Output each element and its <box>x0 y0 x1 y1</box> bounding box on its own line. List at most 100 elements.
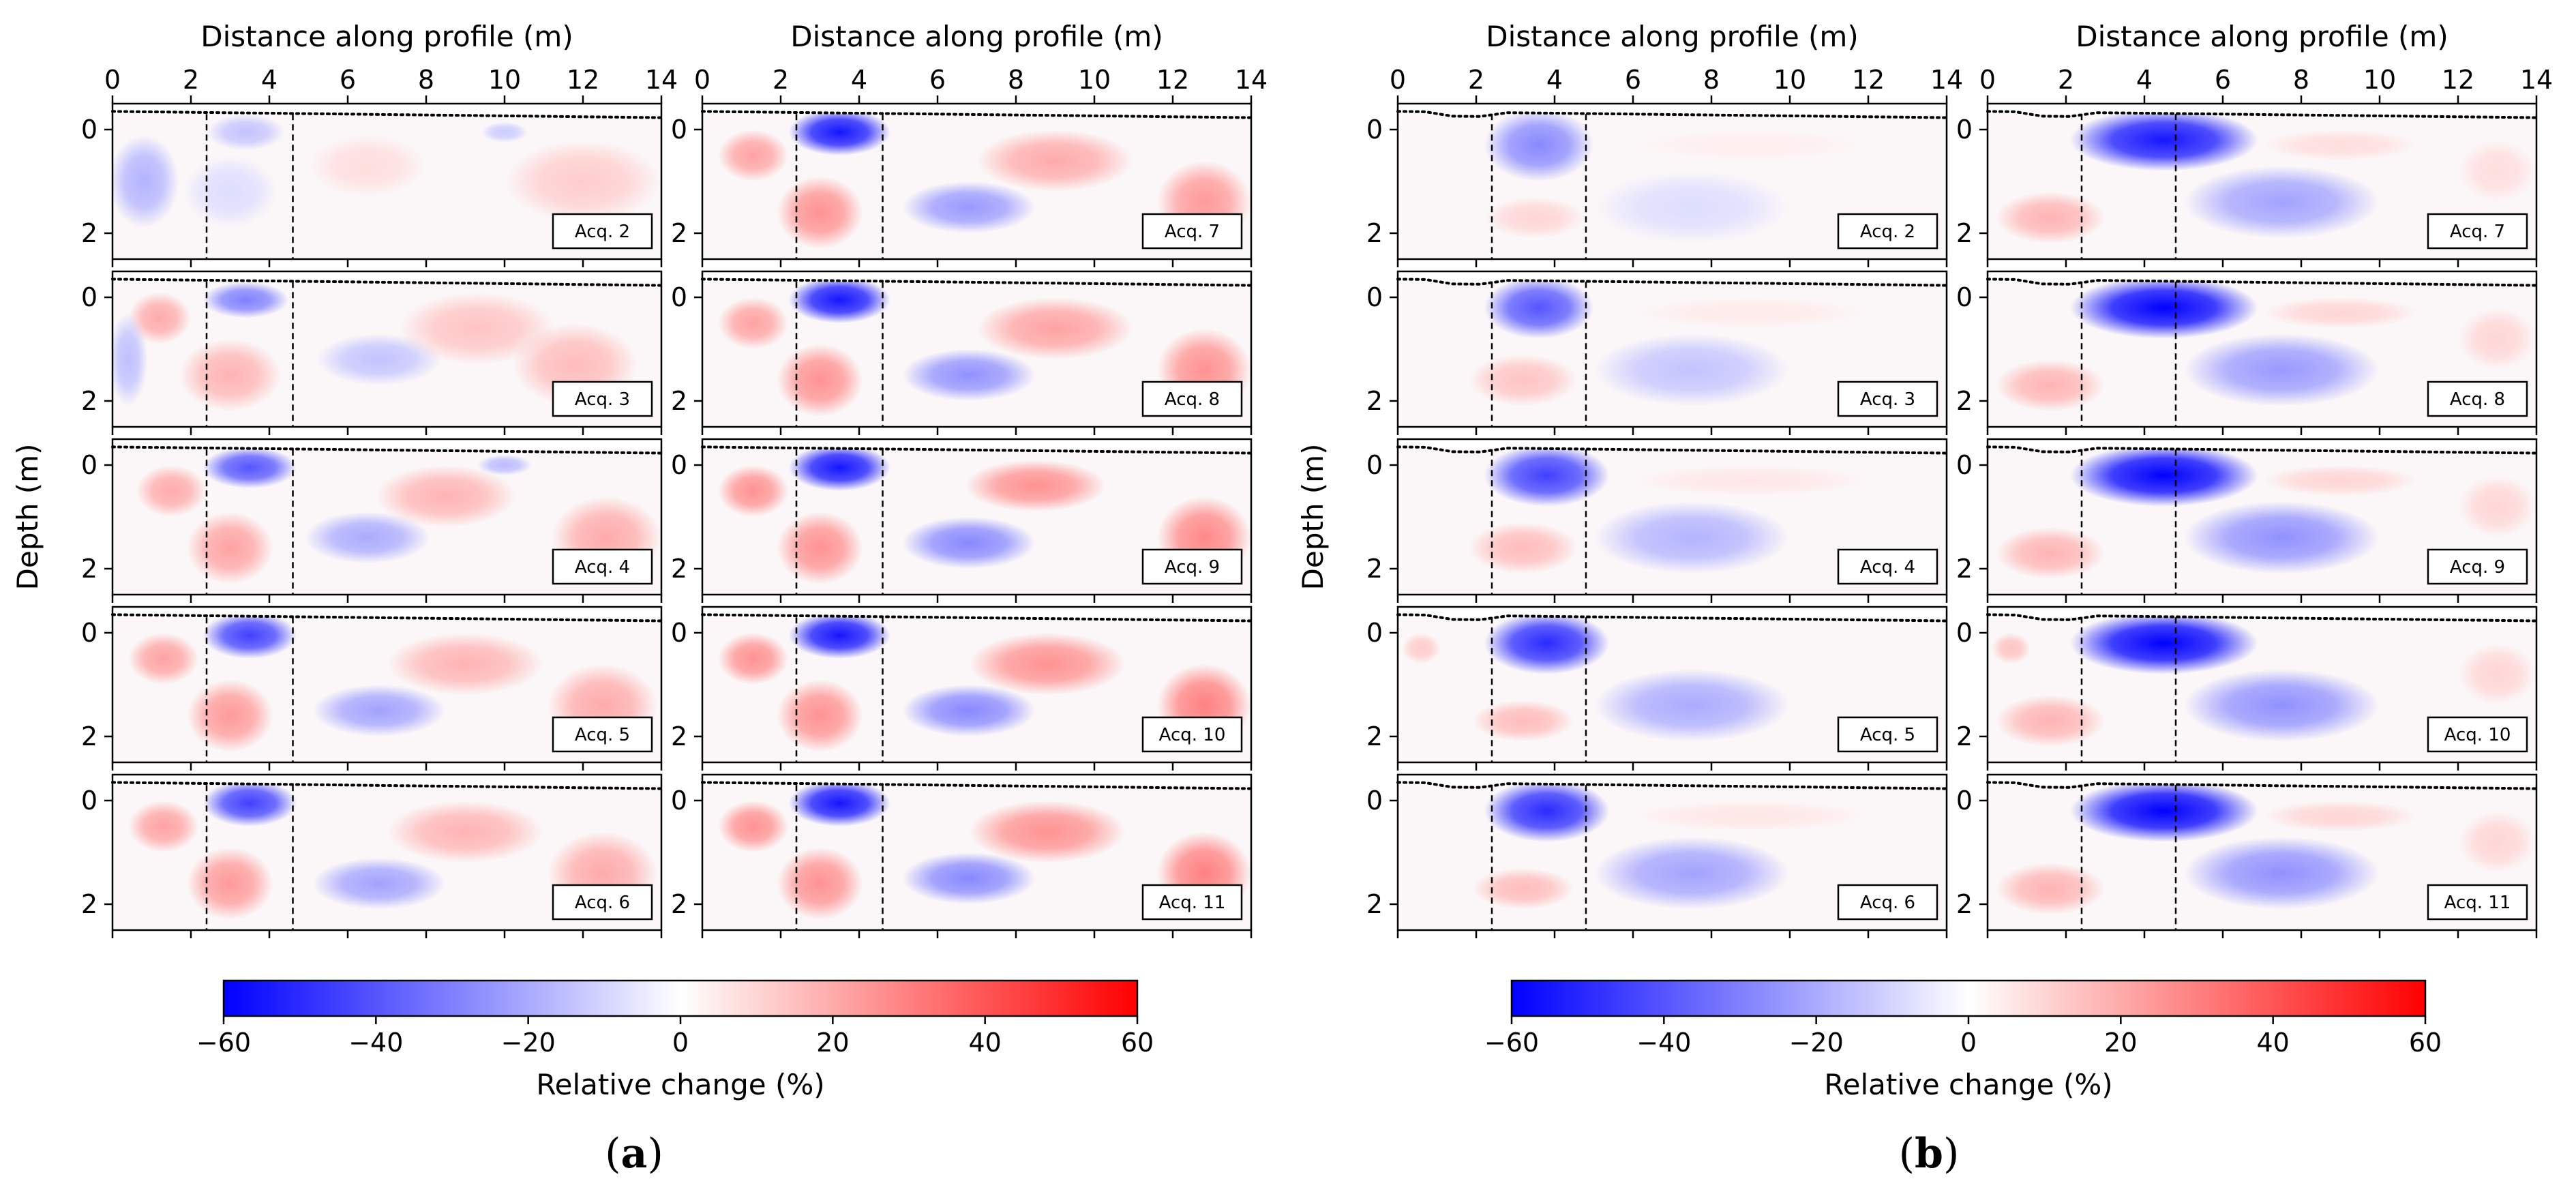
colorbar-tick-label: −60 <box>1484 1028 1539 1058</box>
y-tick-label: 2 <box>671 218 687 248</box>
anomaly-decrease <box>902 181 1036 233</box>
y-tick-label: 2 <box>671 386 687 416</box>
anomaly-increase <box>2262 465 2419 496</box>
anomaly-increase <box>1468 522 1578 574</box>
anomaly-increase <box>777 847 863 920</box>
anomaly-increase <box>777 511 863 584</box>
y-tick-label: 0 <box>81 450 98 480</box>
subplot-11-b: 0 2 Acq. 11 <box>1956 773 2538 938</box>
surface-topography-line <box>701 781 1253 790</box>
x-tick-label: 12 <box>567 65 599 95</box>
anomaly-increase <box>1995 695 2106 747</box>
anomaly-increase <box>777 176 863 249</box>
acq-label-box <box>1837 213 1938 250</box>
acq-label-box <box>2427 716 2528 753</box>
acq-label-box <box>1141 380 1243 417</box>
heatmap-field <box>1988 104 2536 259</box>
y-tick-label: 2 <box>81 554 98 584</box>
acq-label-box <box>1141 213 1243 250</box>
axes-frame <box>111 102 663 260</box>
anomaly-decrease <box>1484 779 1610 842</box>
anomaly-decrease <box>304 511 430 564</box>
acq-label: Acq. 11 <box>1159 893 1226 913</box>
surface-topography-line <box>111 278 663 287</box>
anomaly-decrease <box>1593 170 1790 244</box>
surface-topography-line <box>1986 445 2538 455</box>
subplot-2-b: 0 2 4 6 8 10 12 14 0 2 Acq. 2 <box>1366 65 1963 267</box>
colorbar-tick-label: −40 <box>348 1028 403 1058</box>
above-surface-mask <box>1988 607 2536 618</box>
x-tick-label: 2 <box>183 65 199 95</box>
above-surface-mask <box>702 104 1251 115</box>
axes-frame <box>1396 606 1948 764</box>
y-tick-label: 0 <box>1366 115 1383 145</box>
anomaly-increase <box>718 801 789 852</box>
x-tick-label: 14 <box>1235 65 1268 95</box>
heatmap-field <box>113 104 661 259</box>
anomaly-increase <box>1995 863 2106 915</box>
colorbar-tick-label: 0 <box>672 1028 689 1058</box>
panel-label-open: ( <box>1899 1130 1915 1178</box>
acq-label-box <box>1837 716 1938 753</box>
anomaly-decrease <box>477 454 533 476</box>
axes-frame <box>111 606 663 764</box>
colorbar-title: Relative change (%) <box>536 1068 824 1101</box>
anomaly-decrease <box>312 685 446 736</box>
x-tick-label: 4 <box>2136 65 2153 95</box>
y-tick-label: 0 <box>81 618 98 648</box>
y-tick-label: 0 <box>81 282 98 312</box>
acq-label: Acq. 9 <box>1165 557 1220 578</box>
anomaly-decrease <box>2183 166 2380 239</box>
acq-label-box <box>2427 380 2528 417</box>
y-tick-label: 0 <box>671 282 687 312</box>
y-tick-label: 2 <box>1956 218 1973 248</box>
x-axis-title: Distance along profile (m) <box>200 20 573 53</box>
anomaly-decrease <box>788 612 890 659</box>
axes-frame <box>701 773 1253 931</box>
colorbar-title: Relative change (%) <box>1824 1068 2112 1101</box>
acq-label-box <box>552 380 653 417</box>
anomaly-increase <box>1995 359 2106 412</box>
surface-topography-line <box>1986 110 2538 119</box>
x-tick-label: 0 <box>694 65 710 95</box>
anomaly-increase <box>187 847 273 920</box>
anomaly-increase <box>128 292 191 344</box>
surface-topography-line <box>111 110 663 119</box>
surface-topography-line <box>1396 110 1948 119</box>
anomaly-decrease <box>788 276 890 323</box>
surface-topography-line <box>701 613 1253 623</box>
y-tick-label: 2 <box>1956 889 1973 919</box>
x-tick-label: 14 <box>2520 65 2553 95</box>
y-tick-label: 2 <box>1366 386 1383 416</box>
panel-label-letter: a <box>621 1130 648 1178</box>
anomaly-increase <box>505 140 661 223</box>
colorbar-tick-label: −20 <box>1789 1028 1844 1058</box>
anomaly-decrease <box>902 517 1036 569</box>
subplot-7-a: 0 2 4 6 8 10 12 14 0 2 Acq. 7 <box>671 65 1268 267</box>
anomaly-decrease <box>1484 276 1594 339</box>
subplot-5-b: 0 2 Acq. 5 <box>1366 606 1948 771</box>
anomaly-decrease <box>203 612 297 659</box>
anomaly-increase <box>179 338 282 412</box>
axes-frame <box>701 102 1253 260</box>
surface-topography-line <box>1396 781 1948 790</box>
colorbar-gradient <box>1510 979 2427 1017</box>
acq-label-box <box>1837 380 1938 417</box>
x-tick-label: 4 <box>261 65 278 95</box>
acq-label: Acq. 6 <box>1860 893 1915 913</box>
anomaly-decrease <box>902 852 1036 904</box>
colorbar: −60 −40 −20 0 20 40 60 Relative change (%) <box>196 979 1154 1101</box>
above-surface-mask <box>113 775 661 786</box>
anomaly-decrease <box>788 108 890 155</box>
colorbar-gradient <box>222 979 1139 1017</box>
subplot-6-b: 0 2 Acq. 6 <box>1366 773 1948 938</box>
anomaly-decrease <box>203 779 297 827</box>
anomaly-increase <box>2458 643 2536 706</box>
anomaly-decrease <box>113 134 179 228</box>
axes-frame <box>1986 773 2538 931</box>
anomaly-increase <box>718 130 789 181</box>
subplot-8-b: 0 2 Acq. 8 <box>1956 270 2538 435</box>
anomaly-increase <box>1468 354 1578 406</box>
x-tick-label: 12 <box>1156 65 1189 95</box>
